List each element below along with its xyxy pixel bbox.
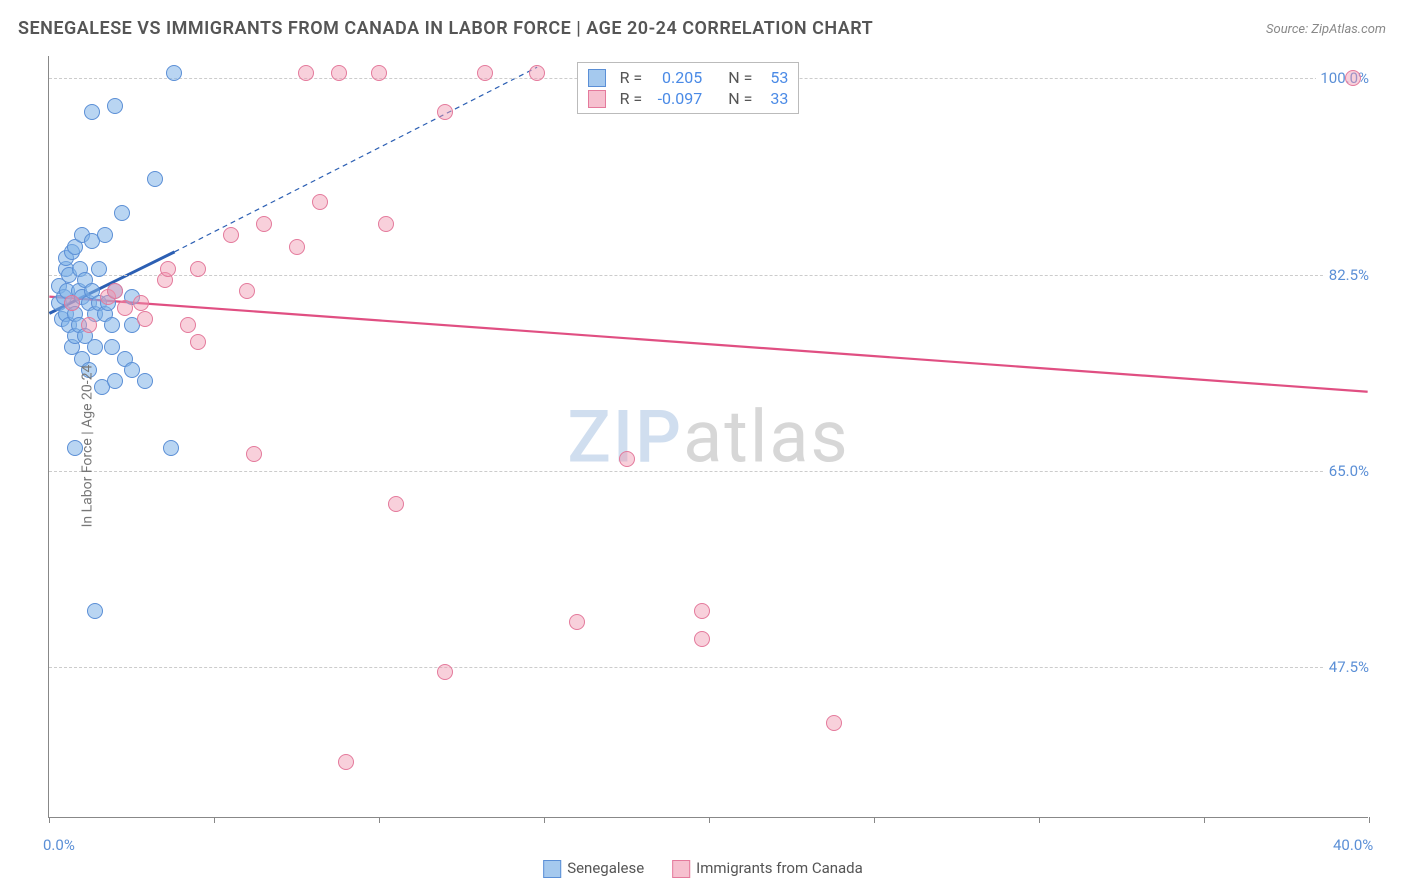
data-point xyxy=(378,216,394,232)
n-label: N = xyxy=(728,68,752,87)
data-point xyxy=(256,216,272,232)
data-point xyxy=(107,373,123,389)
data-point xyxy=(104,339,120,355)
x-tick xyxy=(49,817,50,823)
chart-container: SENEGALESE VS IMMIGRANTS FROM CANADA IN … xyxy=(0,0,1406,892)
legend-item: Senegalese xyxy=(543,859,644,878)
data-point xyxy=(298,65,314,81)
data-point xyxy=(190,334,206,350)
data-point xyxy=(124,362,140,378)
legend-item: Immigrants from Canada xyxy=(672,859,863,878)
gridline xyxy=(49,667,1368,668)
data-point xyxy=(694,631,710,647)
data-point xyxy=(239,283,255,299)
watermark: ZIPatlas xyxy=(567,394,849,479)
data-point xyxy=(826,715,842,731)
source-label: Source: ZipAtlas.com xyxy=(1266,22,1386,37)
n-value: 53 xyxy=(760,68,788,87)
data-point xyxy=(437,664,453,680)
r-value: 0.205 xyxy=(650,68,702,87)
data-point xyxy=(160,261,176,277)
gridline xyxy=(49,471,1368,472)
data-point xyxy=(477,65,493,81)
legend-swatch xyxy=(588,69,606,87)
chart-title: SENEGALESE VS IMMIGRANTS FROM CANADA IN … xyxy=(18,18,873,39)
data-point xyxy=(137,373,153,389)
data-point xyxy=(180,317,196,333)
n-value: 33 xyxy=(760,89,788,108)
x-tick xyxy=(1039,817,1040,823)
data-point xyxy=(81,317,97,333)
data-point xyxy=(87,603,103,619)
data-point xyxy=(569,614,585,630)
data-point xyxy=(104,317,120,333)
data-point xyxy=(114,205,130,221)
data-point xyxy=(388,496,404,512)
correlation-legend: R = 0.205 N = 53 R = -0.097 N = 33 xyxy=(577,62,800,114)
x-tick xyxy=(874,817,875,823)
data-point xyxy=(246,446,262,462)
x-tick xyxy=(214,817,215,823)
plot-area: ZIPatlas 47.5%65.0%82.5%100.0% R = 0.205… xyxy=(48,56,1368,818)
data-point xyxy=(312,194,328,210)
watermark-atlas: atlas xyxy=(683,394,850,479)
legend-swatch xyxy=(672,860,690,878)
data-point xyxy=(107,98,123,114)
n-label: N = xyxy=(728,89,752,108)
x-tick xyxy=(1204,817,1205,823)
legend-label: Senegalese xyxy=(567,859,644,877)
r-value: -0.097 xyxy=(650,89,702,108)
x-tick xyxy=(379,817,380,823)
data-point xyxy=(64,295,80,311)
data-point xyxy=(147,171,163,187)
data-point xyxy=(91,261,107,277)
y-tick-label: 65.0% xyxy=(1325,462,1373,480)
bottom-legend: Senegalese Immigrants from Canada xyxy=(543,859,863,878)
data-point xyxy=(97,227,113,243)
data-point xyxy=(529,65,545,81)
legend-swatch xyxy=(543,860,561,878)
data-point xyxy=(133,295,149,311)
data-point xyxy=(190,261,206,277)
y-tick-label: 82.5% xyxy=(1325,266,1373,284)
data-point xyxy=(166,65,182,81)
gridline xyxy=(49,275,1368,276)
data-point xyxy=(371,65,387,81)
data-point xyxy=(1345,70,1361,86)
legend-row: R = 0.205 N = 53 xyxy=(588,67,789,88)
legend-swatch xyxy=(588,90,606,108)
data-point xyxy=(137,311,153,327)
legend-label: Immigrants from Canada xyxy=(696,859,863,877)
y-tick-label: 47.5% xyxy=(1325,658,1373,676)
data-point xyxy=(289,239,305,255)
data-point xyxy=(437,104,453,120)
data-point xyxy=(117,300,133,316)
data-point xyxy=(331,65,347,81)
data-point xyxy=(107,283,123,299)
x-axis-label-max: 40.0% xyxy=(1333,836,1373,854)
y-axis-label: In Labor Force | Age 20-24 xyxy=(79,365,95,528)
data-point xyxy=(338,754,354,770)
trend-lines-svg xyxy=(49,56,1368,817)
x-tick xyxy=(1369,817,1370,823)
data-point xyxy=(619,451,635,467)
x-tick xyxy=(544,817,545,823)
data-point xyxy=(163,440,179,456)
x-axis-label-min: 0.0% xyxy=(43,836,75,854)
data-point xyxy=(223,227,239,243)
data-point xyxy=(87,339,103,355)
legend-row: R = -0.097 N = 33 xyxy=(588,88,789,109)
data-point xyxy=(84,104,100,120)
r-label: R = xyxy=(620,89,643,108)
x-tick xyxy=(709,817,710,823)
data-point xyxy=(694,603,710,619)
r-label: R = xyxy=(620,68,643,87)
